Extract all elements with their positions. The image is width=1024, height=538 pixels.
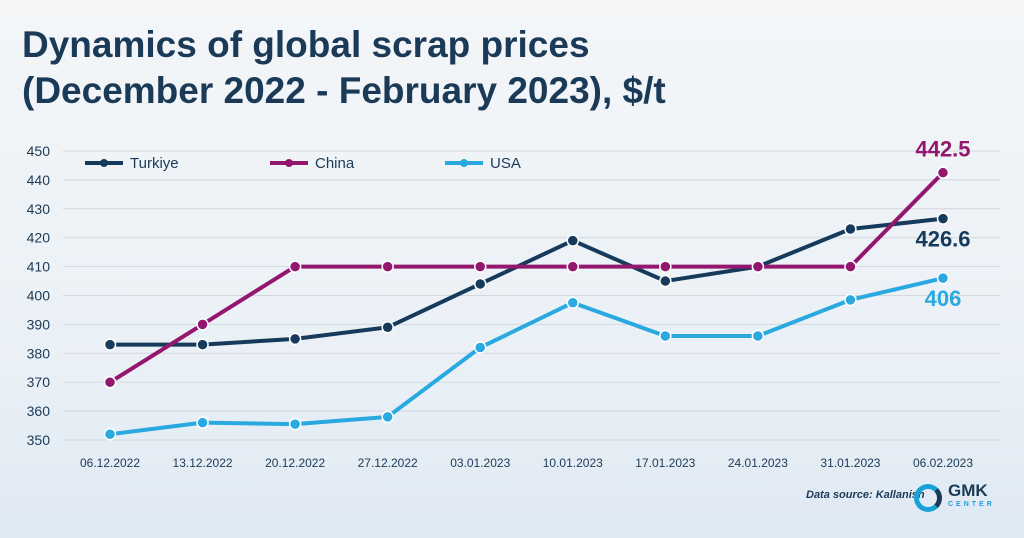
legend-label: USA <box>490 155 521 172</box>
data-point <box>844 222 857 236</box>
x-tick-label: 10.01.2023 <box>543 456 603 470</box>
data-point <box>103 427 117 441</box>
data-point <box>844 260 857 273</box>
title-line-2: (December 2022 - February 2023), $/t <box>22 70 666 111</box>
data-point <box>566 260 580 273</box>
x-tick-label: 06.02.2023 <box>913 456 973 470</box>
data-point <box>288 417 302 431</box>
logo-subtext: CENTER <box>948 501 995 508</box>
gmk-logo: GMK CENTER <box>914 481 995 512</box>
data-point <box>659 260 672 273</box>
data-point <box>936 212 950 225</box>
data-point <box>751 260 765 273</box>
x-tick-label: 27.12.2022 <box>358 456 418 470</box>
chart-title: Dynamics of global scrap prices (December… <box>22 22 666 114</box>
y-tick-label: 370 <box>27 374 51 390</box>
data-point <box>473 260 487 273</box>
data-point <box>751 329 765 343</box>
x-tick-label: 20.12.2022 <box>265 456 325 470</box>
y-tick-label: 440 <box>27 172 51 188</box>
legend-label: China <box>315 155 355 172</box>
y-tick-label: 450 <box>27 143 51 159</box>
data-point <box>103 338 117 351</box>
data-point <box>659 329 672 343</box>
data-point <box>566 234 580 247</box>
data-point <box>936 271 950 285</box>
y-tick-label: 410 <box>27 259 51 275</box>
y-tick-label: 430 <box>27 201 51 217</box>
data-point <box>659 274 672 288</box>
title-line-1: Dynamics of global scrap prices <box>22 24 590 65</box>
data-point <box>288 332 302 346</box>
y-tick-label: 380 <box>27 345 51 361</box>
legend-marker <box>285 159 293 167</box>
logo-ring-icon <box>914 484 942 512</box>
data-point <box>196 416 209 429</box>
data-point <box>844 293 857 307</box>
last-value-label: 406 <box>925 286 962 311</box>
last-value-label: 426.6 <box>915 227 970 252</box>
data-point <box>196 318 209 331</box>
logo-text: GMK <box>948 481 988 500</box>
data-point <box>288 260 302 273</box>
data-source: Data source: Kallanish <box>806 489 925 501</box>
series-line-usa <box>109 276 944 437</box>
y-tick-label: 390 <box>27 316 51 332</box>
data-point <box>196 338 209 351</box>
series-line-china <box>108 171 945 384</box>
data-point <box>566 296 580 309</box>
legend-marker <box>100 159 108 167</box>
data-point <box>381 321 394 334</box>
legend-label: Turkiye <box>130 155 179 172</box>
x-tick-label: 03.01.2023 <box>450 456 510 470</box>
x-tick-label: 06.12.2022 <box>80 456 140 470</box>
legend-marker <box>460 159 468 167</box>
y-tick-label: 360 <box>27 403 51 419</box>
data-point <box>473 341 487 354</box>
x-tick-label: 13.12.2022 <box>173 456 233 470</box>
last-value-label: 442.5 <box>915 137 970 162</box>
y-tick-label: 420 <box>27 230 51 246</box>
data-point <box>936 166 950 179</box>
x-tick-label: 17.01.2023 <box>635 456 695 470</box>
x-tick-label: 31.01.2023 <box>820 456 880 470</box>
data-point <box>103 375 117 389</box>
y-tick-label: 350 <box>27 432 51 448</box>
series-line-turkiye <box>110 216 944 347</box>
x-tick-label: 24.01.2023 <box>728 456 788 470</box>
data-point <box>473 277 487 291</box>
data-point <box>381 410 394 424</box>
data-point <box>381 260 394 273</box>
y-tick-label: 400 <box>27 288 51 304</box>
